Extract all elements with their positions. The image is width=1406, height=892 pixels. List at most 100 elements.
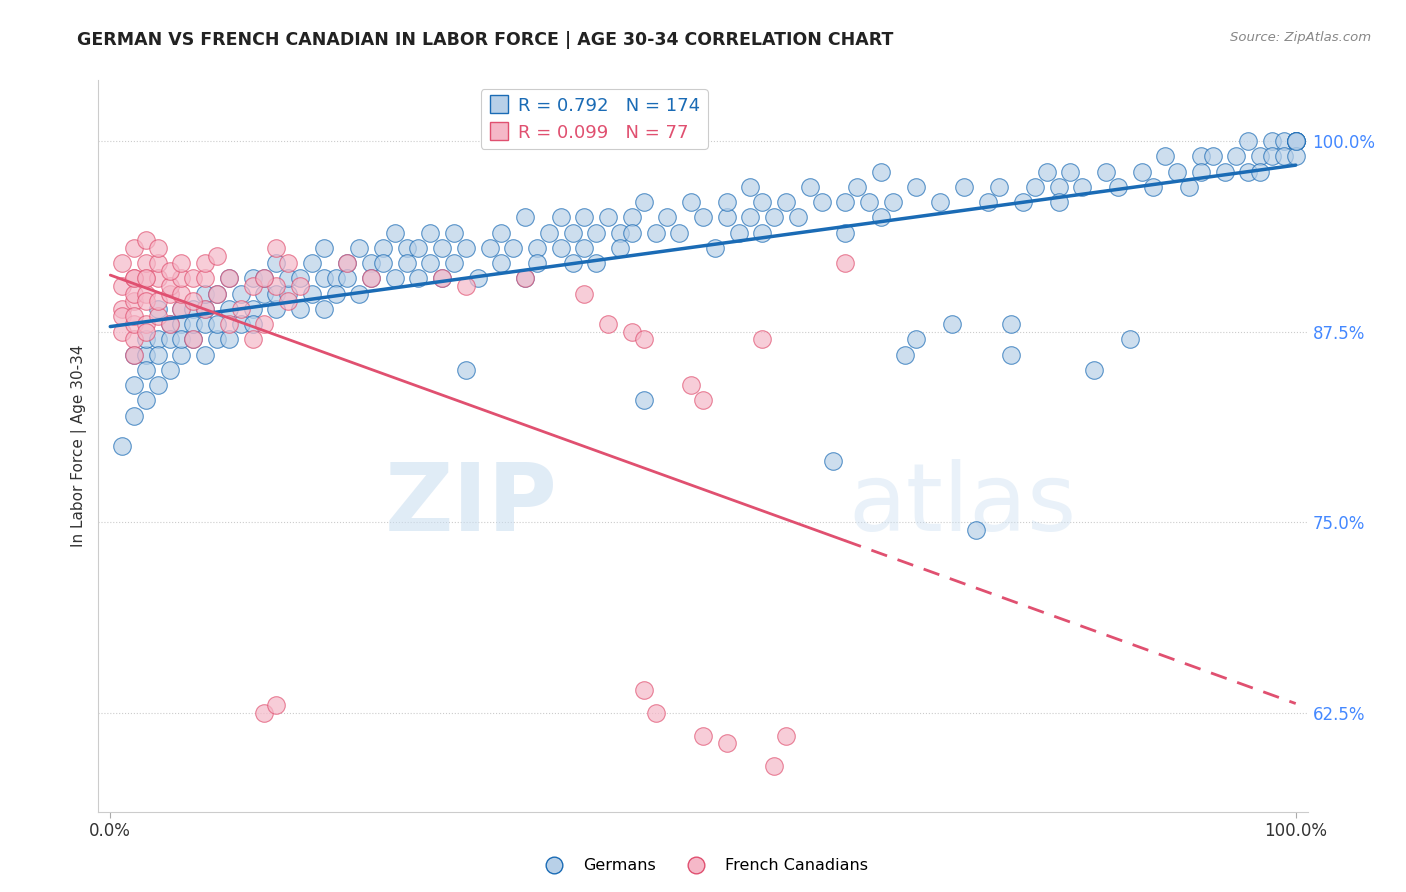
Point xyxy=(882,195,904,210)
Point xyxy=(135,233,157,247)
Point xyxy=(1071,180,1094,194)
Point xyxy=(1047,195,1070,210)
Point xyxy=(1202,149,1225,163)
Point xyxy=(312,241,335,255)
Point xyxy=(218,317,240,331)
Point xyxy=(1237,134,1260,148)
Point xyxy=(159,264,181,278)
Point xyxy=(1012,195,1035,210)
Point xyxy=(135,363,157,377)
Point xyxy=(467,271,489,285)
Point xyxy=(135,294,157,309)
Point xyxy=(395,241,418,255)
Point xyxy=(336,256,359,270)
Point xyxy=(181,301,204,316)
Point xyxy=(1261,134,1284,148)
Point xyxy=(893,348,915,362)
Point xyxy=(657,211,679,225)
Point xyxy=(111,256,134,270)
Point xyxy=(122,271,145,285)
Point xyxy=(620,211,643,225)
Point xyxy=(159,317,181,331)
Point xyxy=(122,348,145,362)
Point xyxy=(264,256,287,270)
Point xyxy=(242,301,264,316)
Point xyxy=(194,271,217,285)
Point xyxy=(432,271,454,285)
Text: GERMAN VS FRENCH CANADIAN IN LABOR FORCE | AGE 30-34 CORRELATION CHART: GERMAN VS FRENCH CANADIAN IN LABOR FORCE… xyxy=(77,31,894,49)
Point xyxy=(799,180,821,194)
Point xyxy=(360,271,382,285)
Point xyxy=(325,286,347,301)
Point xyxy=(1249,149,1271,163)
Point xyxy=(218,271,240,285)
Point xyxy=(135,332,157,346)
Point xyxy=(253,317,276,331)
Point xyxy=(408,271,430,285)
Point xyxy=(1272,149,1295,163)
Point xyxy=(408,241,430,255)
Point xyxy=(181,332,204,346)
Point xyxy=(194,348,217,362)
Point xyxy=(170,286,193,301)
Point xyxy=(205,332,228,346)
Point xyxy=(515,271,537,285)
Point xyxy=(229,301,252,316)
Point xyxy=(432,241,454,255)
Point xyxy=(1189,165,1212,179)
Point xyxy=(360,271,382,285)
Point xyxy=(122,317,145,331)
Point xyxy=(218,301,240,316)
Point xyxy=(550,211,572,225)
Point xyxy=(288,279,311,293)
Point xyxy=(312,271,335,285)
Point xyxy=(181,271,204,285)
Point xyxy=(384,226,406,240)
Point xyxy=(1059,165,1081,179)
Point xyxy=(1095,165,1118,179)
Point xyxy=(159,363,181,377)
Point xyxy=(703,241,725,255)
Point xyxy=(786,211,808,225)
Point xyxy=(929,195,952,210)
Point xyxy=(135,286,157,301)
Point xyxy=(135,348,157,362)
Point xyxy=(253,286,276,301)
Point xyxy=(585,256,607,270)
Point xyxy=(205,248,228,262)
Point xyxy=(242,279,264,293)
Point xyxy=(229,317,252,331)
Point xyxy=(681,378,703,392)
Point xyxy=(1285,134,1308,148)
Point xyxy=(561,256,583,270)
Point xyxy=(122,286,145,301)
Point xyxy=(111,301,134,316)
Point xyxy=(170,301,193,316)
Point xyxy=(253,271,276,285)
Point xyxy=(170,256,193,270)
Point xyxy=(515,271,537,285)
Point xyxy=(1130,165,1153,179)
Point xyxy=(988,180,1011,194)
Text: Source: ZipAtlas.com: Source: ZipAtlas.com xyxy=(1230,31,1371,45)
Point xyxy=(170,301,193,316)
Point xyxy=(1142,180,1164,194)
Point xyxy=(491,256,513,270)
Point xyxy=(122,378,145,392)
Point xyxy=(1189,149,1212,163)
Point xyxy=(288,271,311,285)
Point xyxy=(976,195,998,210)
Point xyxy=(146,301,169,316)
Point xyxy=(716,211,738,225)
Point xyxy=(181,294,204,309)
Point xyxy=(419,256,441,270)
Point xyxy=(716,195,738,210)
Point xyxy=(371,241,394,255)
Point xyxy=(526,256,548,270)
Point xyxy=(1285,134,1308,148)
Point xyxy=(159,317,181,331)
Point xyxy=(194,256,217,270)
Point xyxy=(336,256,359,270)
Point xyxy=(122,271,145,285)
Point xyxy=(620,226,643,240)
